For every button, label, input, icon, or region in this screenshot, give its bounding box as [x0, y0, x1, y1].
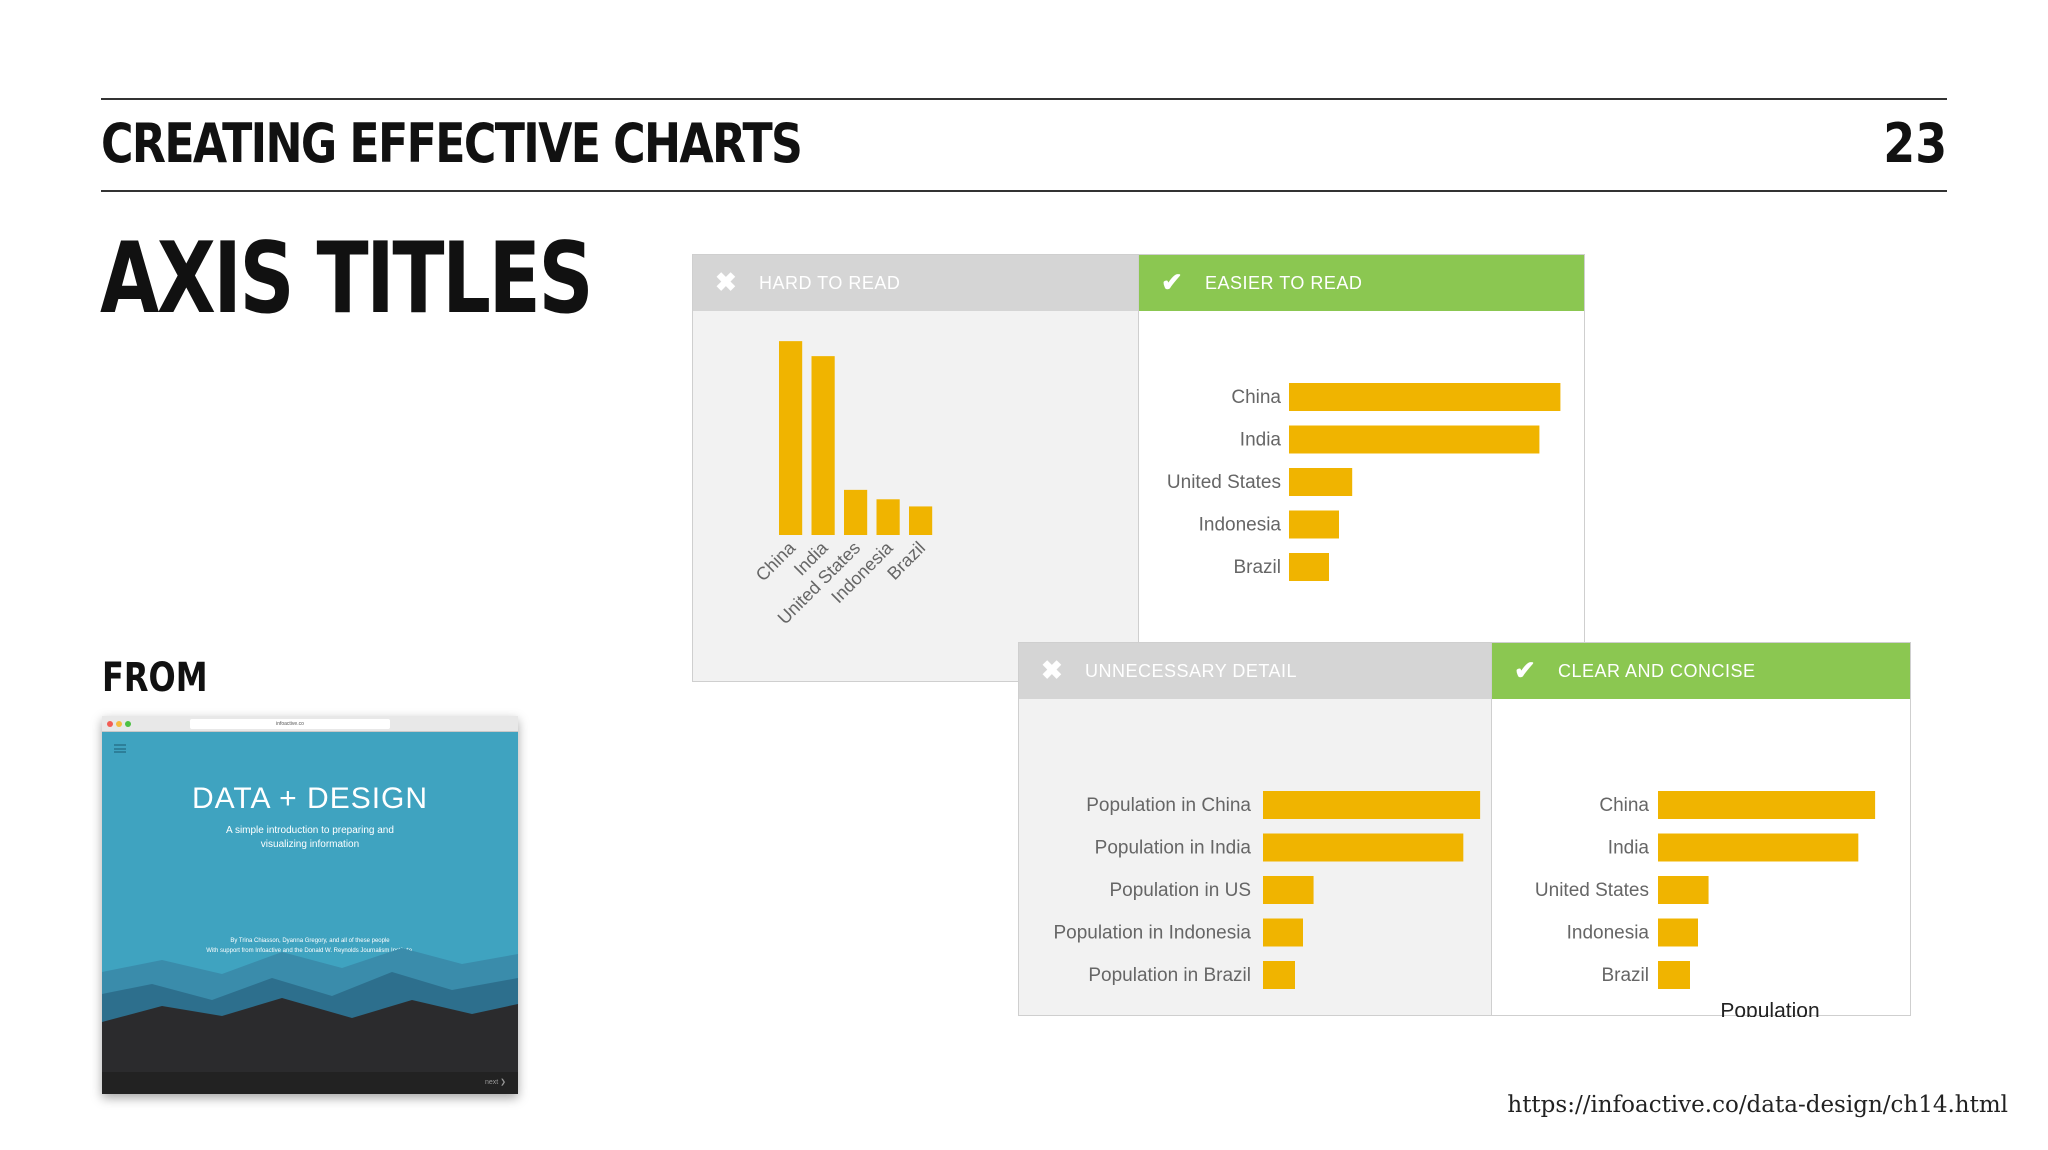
bar [1658, 961, 1690, 989]
bar [1263, 876, 1314, 904]
easier-to-read-half: ✔ EASIER TO READ China India United States… [1138, 255, 1584, 681]
easier-to-read-label: EASIER TO READ [1205, 273, 1363, 293]
tick-label: Population in China [1086, 795, 1251, 816]
bar [1289, 510, 1339, 539]
tick-label: China [1599, 795, 1649, 816]
minimize-dot [116, 721, 122, 727]
chart-clear-and-concise: China India United States Indonesia Brazil Po… [1535, 791, 1876, 1018]
tick-label: Population in US [1109, 880, 1251, 901]
tick-label: Brazil [883, 538, 929, 584]
check-icon: ✔ [1161, 267, 1183, 297]
bar [876, 499, 900, 535]
axis-title: Population [1720, 1000, 1819, 1018]
thumbnail-footer: next ❯ [102, 1072, 518, 1094]
hard-to-read-header: ✖ HARD TO READ [693, 255, 1140, 311]
top-rule [101, 98, 1947, 100]
source-thumbnail: infoactive.co DATA + DESIGN A simple int… [102, 716, 518, 1094]
mountain-dark [102, 998, 518, 1094]
maximize-dot [125, 721, 131, 727]
bar [1658, 833, 1859, 862]
tick-label: Population in Brazil [1088, 965, 1251, 986]
mountains-illustration [102, 948, 518, 1094]
browser-bar: infoactive.co [102, 716, 518, 732]
tick-label: United States [1535, 880, 1649, 901]
bar [779, 341, 803, 535]
bottom-rule [101, 190, 1947, 192]
bar [909, 506, 933, 535]
close-dot [107, 721, 113, 727]
clear-and-concise-half: ✔ CLEAR AND CONCISE China India United Sta… [1491, 643, 1910, 1018]
tick-label: United States [1167, 472, 1281, 493]
x-icon: ✖ [1041, 655, 1063, 685]
chart-unnecessary-detail: Population in China Population in India Po… [1053, 791, 1481, 989]
panel-top: ✖ HARD TO READ China India United States In… [692, 254, 1585, 682]
bar [1289, 425, 1540, 454]
unnecessary-detail-half: ✖ UNNECESSARY DETAIL Population in China… [1019, 643, 1493, 1015]
tick-label: Brazil [1601, 965, 1649, 986]
tick-label: India [1240, 430, 1282, 451]
tick-label: Population in India [1095, 838, 1252, 859]
clear-and-concise-label: CLEAR AND CONCISE [1558, 661, 1756, 681]
bar [1263, 961, 1295, 989]
panel-bottom: ✖ UNNECESSARY DETAIL Population in China… [1018, 642, 1911, 1018]
tick-label: China [1231, 387, 1281, 408]
bar [1658, 876, 1709, 904]
browser-url: infoactive.co [190, 719, 390, 729]
thumbnail-credit-2: With support from Infoactive and the Don… [206, 948, 414, 954]
slide-title: AXIS TITLES [100, 222, 594, 336]
thumbnail-title: DATA + DESIGN [191, 782, 429, 815]
tick-label: Indonesia [1567, 923, 1650, 944]
chart-easier-to-read: China India United States Indonesia Brazil [1167, 383, 1561, 581]
from-label: FROM [102, 655, 208, 701]
hamburger-icon [114, 744, 126, 753]
tick-label: Indonesia [1199, 515, 1282, 536]
bar [1289, 383, 1561, 411]
bar [1658, 791, 1876, 819]
bar [1289, 468, 1353, 496]
unnecessary-detail-header: ✖ UNNECESSARY DETAIL [1019, 643, 1493, 699]
x-icon: ✖ [715, 267, 737, 297]
clear-and-concise-header: ✔ CLEAR AND CONCISE [1492, 643, 1910, 699]
bar [1289, 553, 1329, 581]
page-number: 23 [1883, 112, 1947, 175]
bar [811, 356, 835, 535]
tick-label: Brazil [1233, 557, 1281, 578]
tick-label: India [1608, 838, 1650, 859]
thumbnail-credit-1: By Trina Chiasson, Dyanna Gregory, and a… [230, 938, 390, 944]
thumbnail-subtitle: A simple introduction to preparing and v… [226, 825, 394, 850]
source-url: https://infoactive.co/data-design/ch14.h… [1507, 1092, 2008, 1118]
bar [1263, 833, 1464, 862]
bar [844, 489, 868, 535]
easier-to-read-header: ✔ EASIER TO READ [1139, 255, 1584, 311]
hard-to-read-half: ✖ HARD TO READ China India United States In… [693, 255, 1140, 681]
bar [1263, 791, 1481, 819]
hard-to-read-label: HARD TO READ [759, 273, 901, 293]
tick-label: China [752, 537, 800, 585]
check-icon: ✔ [1514, 655, 1536, 685]
unnecessary-detail-label: UNNECESSARY DETAIL [1085, 661, 1298, 681]
bar [1263, 918, 1303, 947]
bar [1658, 918, 1698, 947]
tick-label: Population in Indonesia [1053, 923, 1251, 944]
next-link: next ❯ [484, 1079, 506, 1086]
header-title: CREATING EFFECTIVE CHARTS [101, 112, 803, 175]
